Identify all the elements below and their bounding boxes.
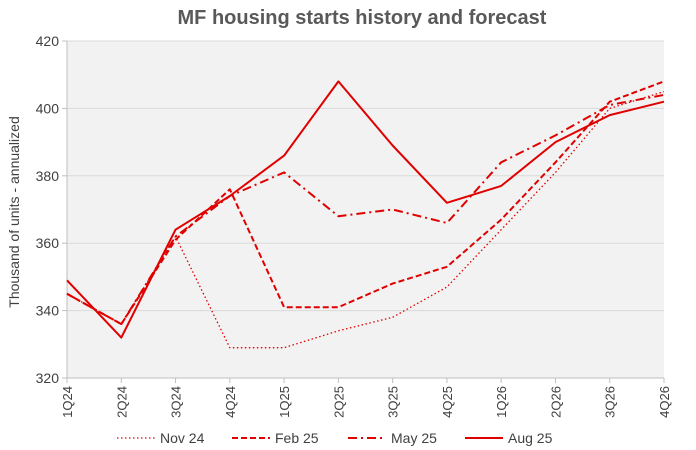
legend: Nov 24 Feb 25 May 25 Aug 25: [117, 430, 553, 446]
x-tick-label: 4Q26: [657, 386, 672, 418]
legend-label: Nov 24: [160, 430, 205, 446]
legend-label: Aug 25: [508, 430, 553, 446]
y-tick-label: 420: [36, 33, 60, 49]
y-tick-label: 400: [36, 100, 60, 116]
y-axis-label: Thousand of units - annualized: [6, 116, 22, 307]
x-tick-label: 3Q24: [169, 386, 184, 418]
x-tick-label: 1Q26: [494, 386, 509, 418]
x-tick-label: 3Q25: [386, 386, 401, 418]
series-line-nov-24: [66, 90, 665, 349]
chart-title: MF housing starts history and forecast: [178, 7, 547, 29]
series-lines: [66, 80, 665, 349]
x-tick-label: 4Q25: [440, 386, 455, 418]
legend-label: May 25: [391, 430, 437, 446]
axes: [66, 41, 664, 379]
x-tick-label: 2Q26: [548, 386, 563, 418]
legend-label: Feb 25: [275, 430, 319, 446]
plot-area: [67, 41, 664, 378]
x-axis-ticks: 1Q24 2Q24 3Q24 4Q24 1Q25 2Q25 3Q25 4Q25 1Q26 2Q26…: [60, 378, 672, 418]
y-tick-label: 380: [36, 168, 60, 184]
y-tick-label: 340: [36, 303, 60, 319]
y-tick-label: 360: [36, 235, 60, 251]
x-tick-label: 1Q24: [60, 386, 75, 418]
x-tick-label: 2Q25: [331, 386, 346, 418]
x-tick-label: 4Q24: [223, 386, 238, 418]
x-tick-label: 2Q24: [114, 386, 129, 418]
y-axis-ticks: 320 340 360 380 400 420: [36, 33, 67, 386]
series-line-feb-25: [66, 80, 665, 326]
x-tick-label: 3Q26: [603, 386, 618, 418]
x-tick-label: 1Q25: [277, 386, 292, 418]
series-line-aug-25: [66, 80, 665, 339]
y-tick-label: 320: [36, 370, 60, 386]
